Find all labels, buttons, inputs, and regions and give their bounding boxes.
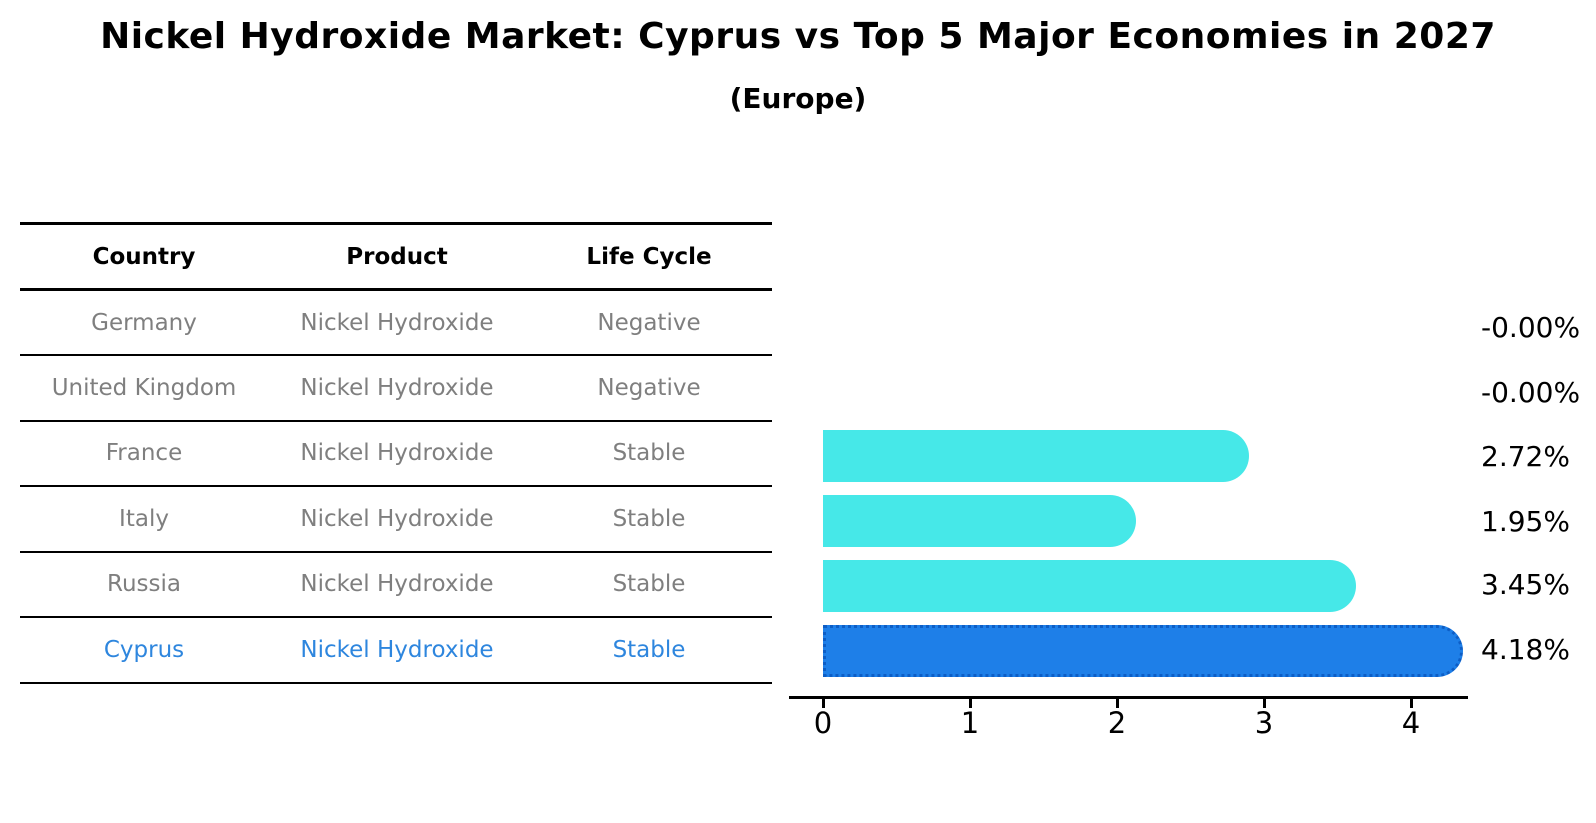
cell-product: Nickel Hydroxide	[300, 571, 494, 598]
value-label-italy: 1.95%	[1481, 505, 1570, 538]
cell-country: Russia	[107, 571, 181, 598]
cell-lifecycle: Stable	[612, 571, 686, 598]
chart-subtitle: (Europe)	[729, 82, 867, 115]
col-header-lifecycle: Life Cycle	[586, 243, 712, 270]
cell-lifecycle: Negative	[597, 309, 701, 336]
x-axis-tick	[1409, 699, 1413, 708]
table-row-germany: Germany Nickel Hydroxide Negative	[20, 290, 772, 355]
x-tick-label-2: 2	[1107, 706, 1127, 740]
value-label-russia: 3.45%	[1481, 568, 1570, 601]
cell-product: Nickel Hydroxide	[300, 636, 494, 663]
col-header-product: Product	[346, 243, 448, 270]
chart-title: Nickel Hydroxide Market: Cyprus vs Top 5…	[100, 16, 1496, 57]
x-axis-tick	[821, 699, 825, 708]
comparison-table: Country Product Life Cycle Germany Nicke…	[20, 222, 772, 684]
x-tick-label-0: 0	[813, 706, 833, 740]
bar-italy	[823, 495, 1136, 547]
x-axis	[789, 696, 1468, 699]
cell-product: Nickel Hydroxide	[300, 374, 494, 401]
cell-country: Germany	[91, 309, 197, 336]
x-tick-label-3: 3	[1254, 706, 1274, 740]
cell-country: Cyprus	[103, 636, 185, 663]
x-axis-tick	[968, 699, 972, 708]
cell-lifecycle: Negative	[597, 374, 701, 401]
x-tick-label-1: 1	[960, 706, 980, 740]
cell-product: Nickel Hydroxide	[300, 440, 494, 467]
x-axis-tick	[1262, 699, 1266, 708]
table-row-cyprus: Cyprus Nickel Hydroxide Stable	[20, 617, 772, 683]
cell-product: Nickel Hydroxide	[300, 309, 494, 336]
table-row-united-kingdom: United Kingdom Nickel Hydroxide Negative	[20, 355, 772, 421]
value-label-united-kingdom: -0.00%	[1481, 376, 1581, 409]
x-tick-label-4: 4	[1401, 706, 1421, 740]
value-label-france: 2.72%	[1481, 440, 1570, 473]
cell-country: United Kingdom	[51, 374, 237, 401]
table-row-italy: Italy Nickel Hydroxide Stable	[20, 486, 772, 552]
bar-france	[823, 430, 1249, 482]
cell-country: Italy	[119, 505, 169, 532]
value-label-cyprus: 4.18%	[1481, 633, 1570, 666]
cell-lifecycle: Stable	[612, 636, 686, 663]
cell-product: Nickel Hydroxide	[300, 505, 494, 532]
value-label-germany: -0.00%	[1481, 311, 1581, 344]
col-header-country: Country	[92, 243, 196, 270]
cell-lifecycle: Stable	[612, 505, 686, 532]
bar-cyprus	[823, 625, 1464, 677]
table-header-row: Country Product Life Cycle	[20, 223, 772, 290]
table-row-france: France Nickel Hydroxide Stable	[20, 421, 772, 486]
cell-lifecycle: Stable	[612, 440, 686, 467]
table-row-russia: Russia Nickel Hydroxide Stable	[20, 552, 772, 617]
bar-russia	[823, 560, 1357, 612]
x-axis-tick	[1115, 699, 1119, 708]
cell-country: France	[105, 440, 183, 467]
